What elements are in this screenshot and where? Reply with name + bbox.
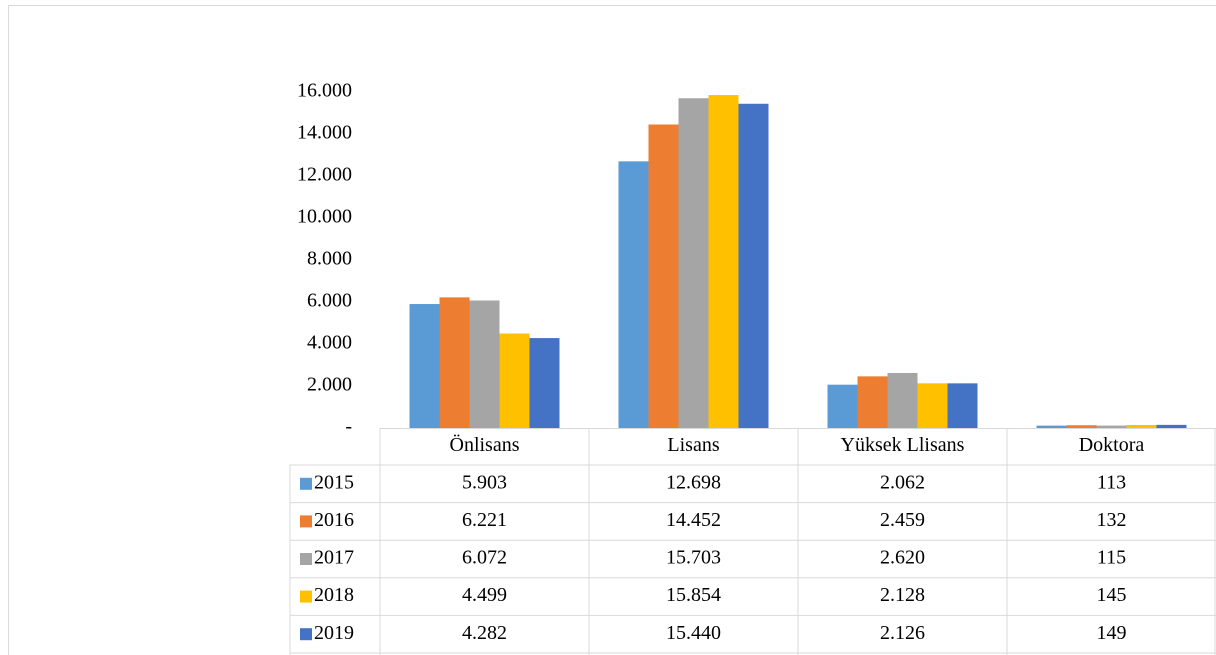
bar xyxy=(1066,425,1097,428)
legend-swatch xyxy=(300,628,312,641)
table-cell: 145 xyxy=(1097,584,1127,606)
legend-label: 2018 xyxy=(314,584,354,606)
table-cell: 15.440 xyxy=(666,622,721,644)
y-tick-label: - xyxy=(345,416,352,438)
y-tick-label: 14.000 xyxy=(297,122,352,144)
table-cell: 115 xyxy=(1097,547,1126,569)
bar xyxy=(529,338,560,428)
bar xyxy=(499,333,530,428)
bar xyxy=(439,297,470,428)
table-cell: 2.620 xyxy=(880,547,925,569)
x-tick-label: Yüksek Llisans xyxy=(841,434,965,456)
bar xyxy=(469,300,500,428)
y-tick-label: 10.000 xyxy=(297,206,352,228)
bar xyxy=(1096,425,1127,428)
bar xyxy=(1036,425,1067,428)
table-cell: 6.072 xyxy=(462,547,507,569)
legend-swatch xyxy=(300,515,312,528)
y-tick-label: 4.000 xyxy=(307,332,352,354)
table-cell: 2.459 xyxy=(880,509,925,531)
bar xyxy=(618,161,649,429)
table-cell: 113 xyxy=(1097,471,1126,493)
x-tick-label: Lisans xyxy=(667,434,719,456)
bar xyxy=(917,383,948,428)
y-tick-label: 16.000 xyxy=(297,80,352,102)
y-tick-label: 2.000 xyxy=(307,374,352,396)
table-cell: 15.703 xyxy=(666,547,721,569)
table-cell: 6.221 xyxy=(462,509,507,531)
bar xyxy=(708,95,739,428)
y-tick-label: 8.000 xyxy=(307,248,352,270)
legend-swatch xyxy=(300,477,312,490)
x-tick-label: Önlisans xyxy=(450,433,520,456)
legend-swatch xyxy=(300,590,312,603)
y-tick-label: 6.000 xyxy=(307,290,352,312)
table-cell: 2.126 xyxy=(880,622,925,644)
table-cell: 132 xyxy=(1097,509,1127,531)
chart-border xyxy=(8,5,1216,655)
bar xyxy=(827,384,858,428)
legend-label: 2016 xyxy=(314,509,354,531)
y-tick-label: 12.000 xyxy=(297,164,352,186)
bar xyxy=(409,304,440,428)
table-cell: 14.452 xyxy=(666,509,721,531)
bar xyxy=(887,372,918,428)
table-cell: 5.903 xyxy=(462,471,507,493)
bar xyxy=(738,103,769,428)
legend-label: 2015 xyxy=(314,471,354,493)
bar xyxy=(1156,424,1187,428)
table-cell: 149 xyxy=(1097,622,1127,644)
bar xyxy=(648,124,679,429)
table-cell: 12.698 xyxy=(666,471,721,493)
table-cell: 15.854 xyxy=(666,584,721,606)
bar xyxy=(947,383,978,428)
table-cell: 4.499 xyxy=(462,584,507,606)
bar xyxy=(678,98,709,428)
table-cell: 4.282 xyxy=(462,622,507,644)
table-cell: 2.128 xyxy=(880,584,925,606)
legend-label: 2017 xyxy=(314,547,354,569)
bar xyxy=(1126,424,1157,428)
legend-swatch xyxy=(300,553,312,565)
table-cell: 2.062 xyxy=(880,471,925,493)
bar xyxy=(857,376,888,428)
x-tick-label: Doktora xyxy=(1079,434,1145,456)
legend-label: 2019 xyxy=(314,622,354,644)
